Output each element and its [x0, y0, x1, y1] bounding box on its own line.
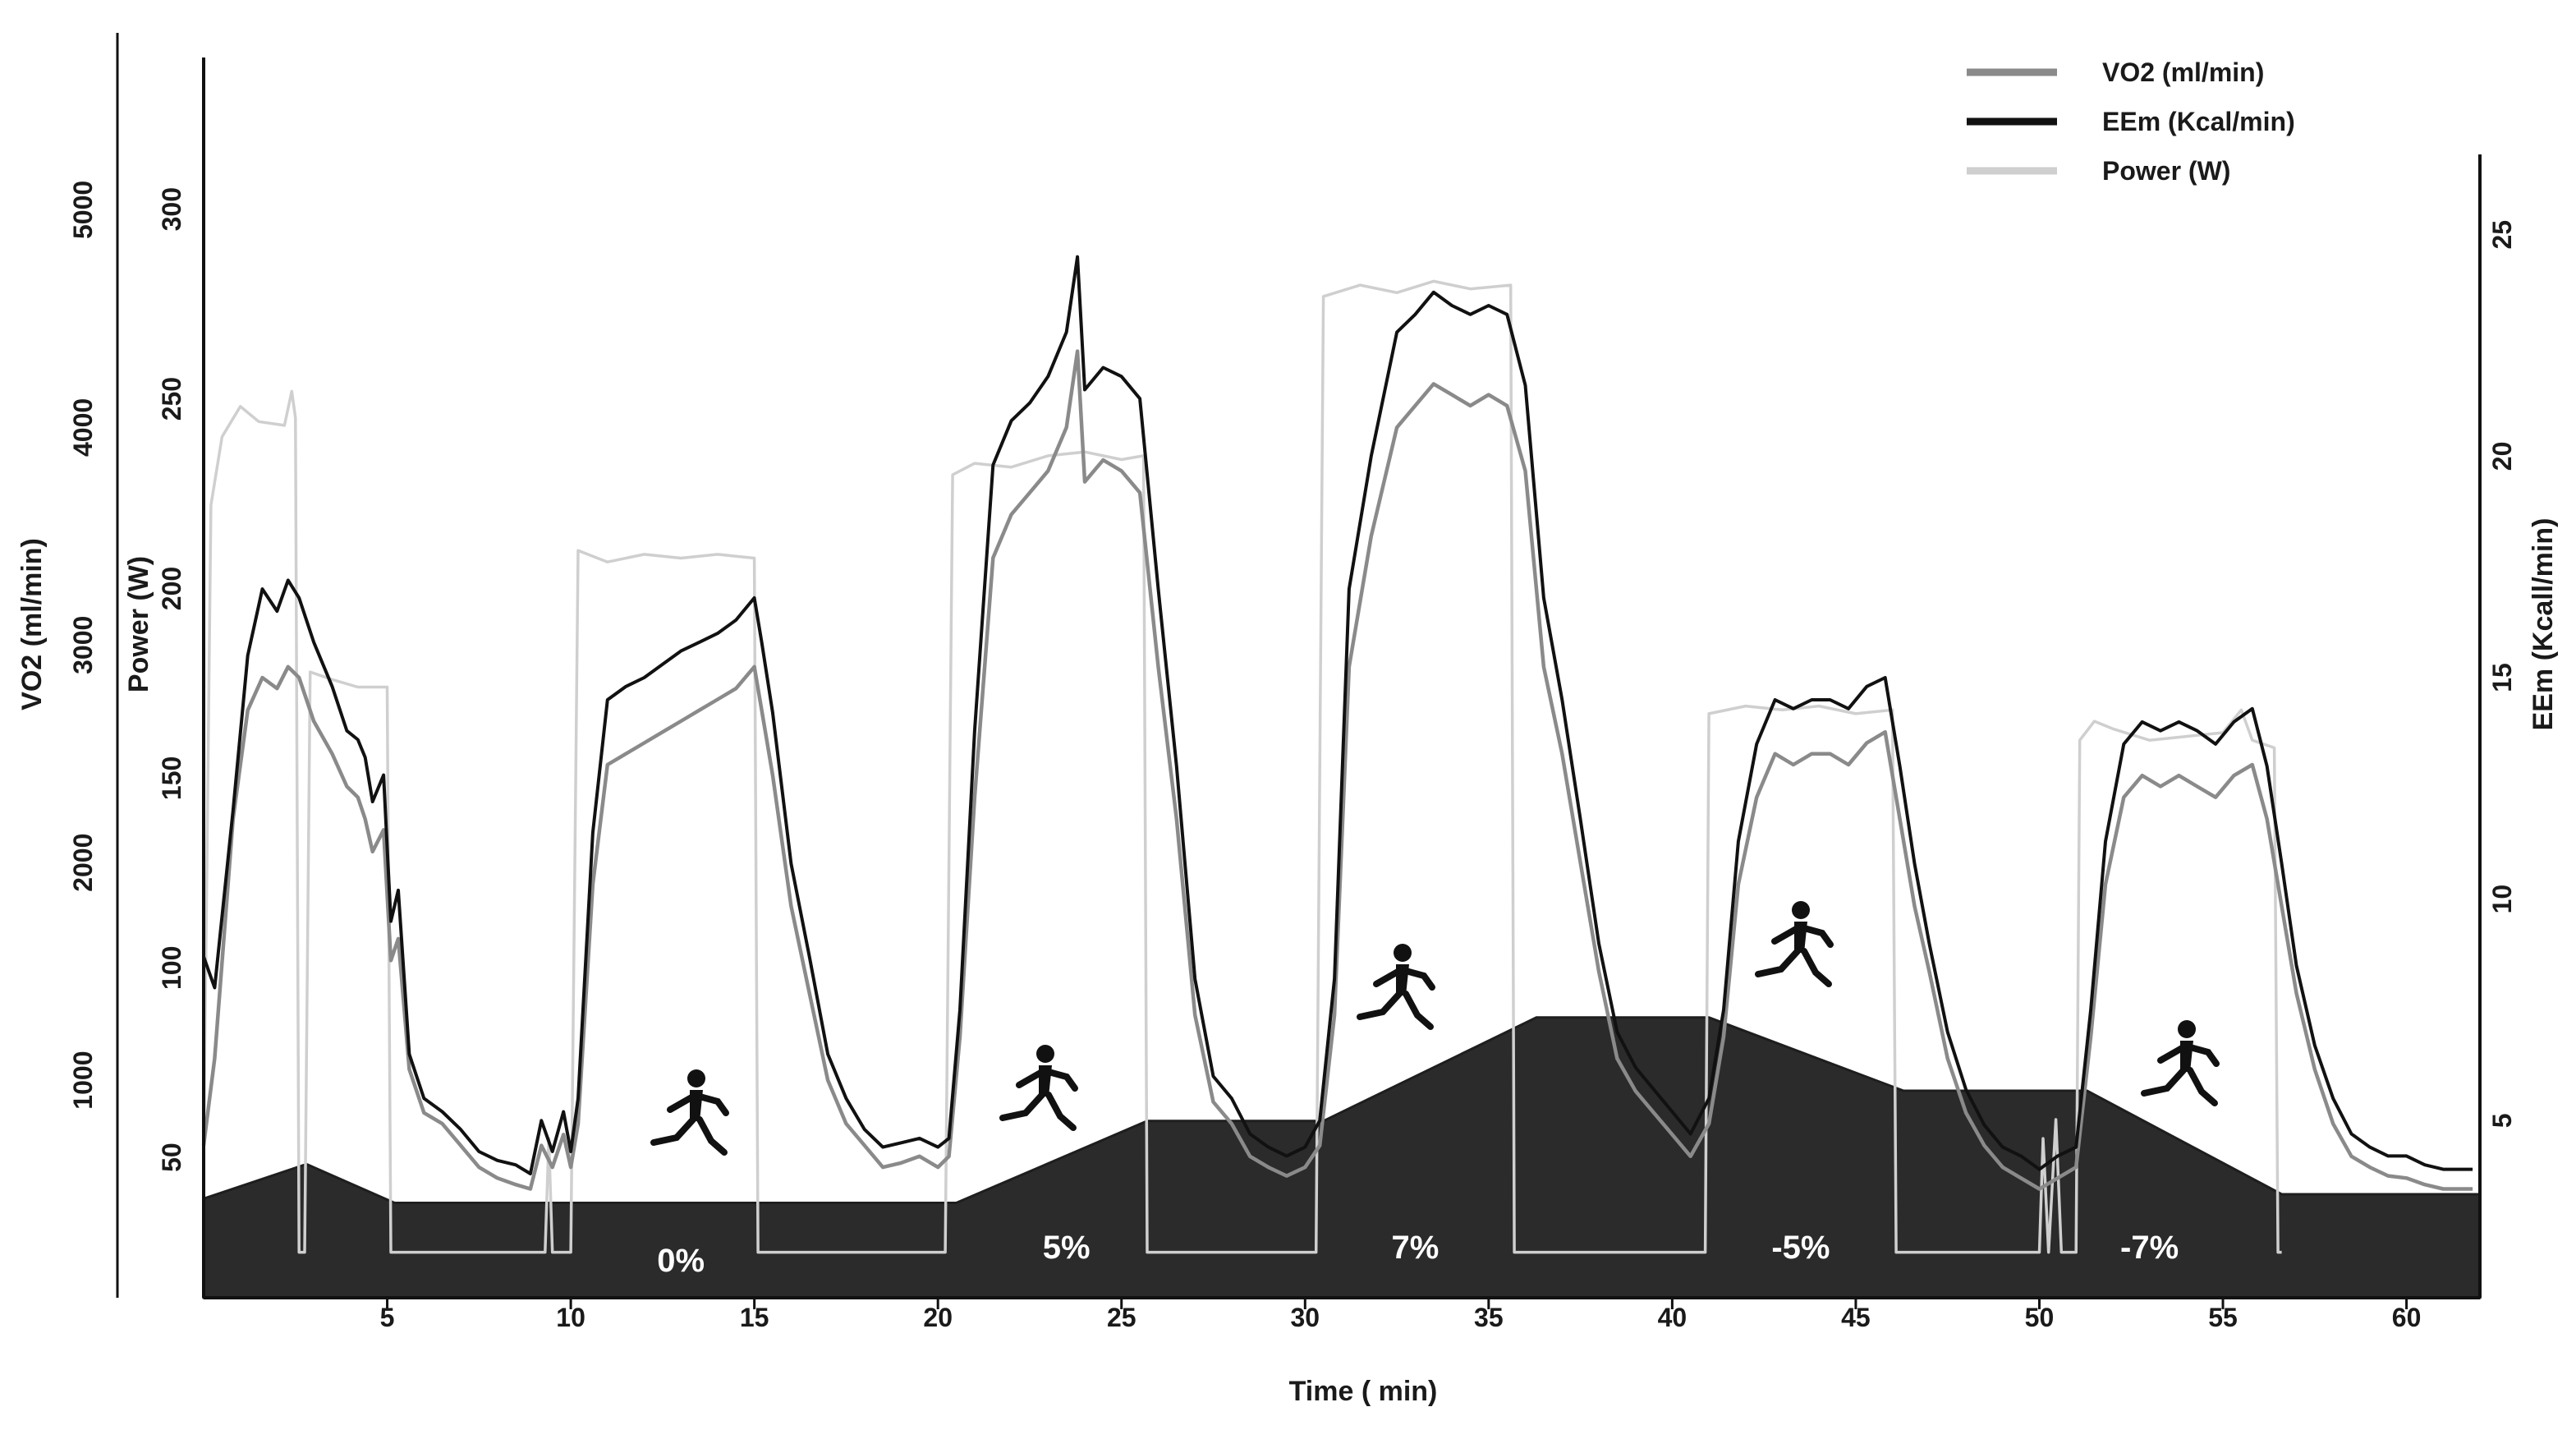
- eem-tick-label: 20: [2487, 442, 2517, 471]
- x-tick-label: 40: [1658, 1303, 1687, 1332]
- x-tick-label: 55: [2208, 1303, 2238, 1332]
- eem-tick-label: 5: [2487, 1113, 2517, 1128]
- power-tick-label: 50: [157, 1143, 186, 1172]
- grade-labels-layer: 0% 5% 7% -5% -7%: [657, 1230, 2179, 1279]
- vo2-tick-label: 1000: [68, 1051, 98, 1110]
- x-tick-label: 35: [1474, 1303, 1504, 1332]
- x-tick-label: 10: [556, 1303, 585, 1332]
- x-tick-label: 60: [2392, 1303, 2422, 1332]
- incline-profile-layer: [202, 1016, 2482, 1299]
- grade-label: 7%: [1391, 1230, 1439, 1266]
- series-line-vo2: [201, 349, 2473, 1191]
- legend-label: Power (W): [2102, 156, 2230, 186]
- x-axis-title: Time ( min): [1289, 1376, 1438, 1407]
- eem-tick-label: 10: [2487, 885, 2517, 914]
- grade-label: -7%: [2120, 1230, 2179, 1266]
- power-tick-label: 250: [157, 377, 186, 421]
- runner-icon: [2141, 1020, 2220, 1106]
- power-axis-title: Power (W): [123, 556, 154, 692]
- x-tick-label: 15: [740, 1303, 769, 1332]
- x-tick-label: 5: [380, 1303, 395, 1332]
- vo2-tick-label: 2000: [68, 834, 98, 892]
- x-tick-label: 50: [2025, 1303, 2055, 1332]
- eem-tick-label: 15: [2487, 663, 2517, 692]
- x-tick-label: 20: [923, 1303, 953, 1332]
- legend-label: EEm (Kcal/min): [2102, 107, 2295, 136]
- grade-label: -5%: [1771, 1230, 1830, 1266]
- vo2-tick-label: 5000: [68, 181, 98, 239]
- runner-icon: [1357, 944, 1435, 1030]
- runner-icon: [1755, 901, 1834, 987]
- power-tick-label: 100: [157, 946, 186, 990]
- axes-layer: 5 10 15 20 25 30 35 40 45 50 55 60 1000 2000 3000 4000 5…: [16, 33, 2559, 1332]
- x-tick-label: 30: [1290, 1303, 1320, 1332]
- power-tick-label: 200: [157, 567, 186, 610]
- incline-profile-shape: [202, 1016, 2482, 1299]
- x-tick-label: 25: [1107, 1303, 1136, 1332]
- x-tick-label: 45: [1841, 1303, 1871, 1332]
- eem-tick-label: 25: [2487, 220, 2517, 250]
- vo2-tick-label: 4000: [68, 398, 98, 457]
- vo2-tick-label: 3000: [68, 616, 98, 674]
- power-tick-label: 300: [157, 187, 186, 231]
- grade-label: 5%: [1043, 1230, 1091, 1266]
- legend: VO2 (ml/min) EEm (Kcal/min) Power (W): [1967, 57, 2295, 186]
- vo2-axis-title: VO2 (ml/min): [16, 538, 48, 710]
- series-layer: [201, 255, 2473, 1254]
- grade-label: 0%: [657, 1243, 705, 1279]
- series-line-power: [202, 279, 2282, 1254]
- runner-icon: [650, 1069, 729, 1156]
- runner-icons-layer: [650, 901, 2220, 1156]
- runner-icon: [999, 1045, 1078, 1131]
- series-line-eem: [202, 255, 2473, 1175]
- legend-label: VO2 (ml/min): [2102, 57, 2264, 87]
- eem-axis-title: EEm (Kcall/min): [2528, 518, 2559, 731]
- power-tick-label: 150: [157, 756, 186, 800]
